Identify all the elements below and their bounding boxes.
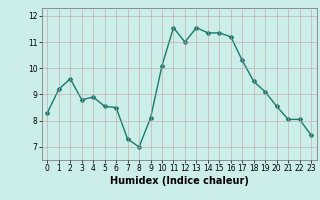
X-axis label: Humidex (Indice chaleur): Humidex (Indice chaleur) [110,176,249,186]
